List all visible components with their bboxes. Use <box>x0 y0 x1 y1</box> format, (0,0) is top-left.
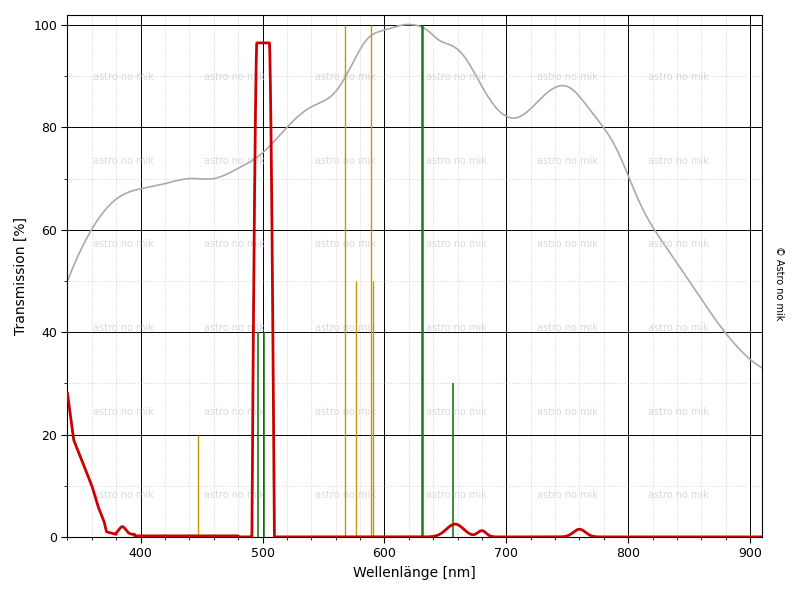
Text: astro no mik: astro no mik <box>93 490 153 500</box>
Text: astro no mik: astro no mik <box>315 240 376 250</box>
Text: astro no mik: astro no mik <box>204 490 264 500</box>
Text: astro no mik: astro no mik <box>426 490 487 500</box>
Text: astro no mik: astro no mik <box>204 73 264 83</box>
Text: astro no mik: astro no mik <box>93 407 153 417</box>
Text: astro no mik: astro no mik <box>649 156 709 166</box>
Text: astro no mik: astro no mik <box>538 73 598 83</box>
Text: astro no mik: astro no mik <box>315 490 376 500</box>
Text: astro no mik: astro no mik <box>538 156 598 166</box>
Text: astro no mik: astro no mik <box>649 240 709 250</box>
Text: astro no mik: astro no mik <box>538 490 598 500</box>
Text: astro no mik: astro no mik <box>93 73 153 83</box>
Text: astro no mik: astro no mik <box>649 323 709 333</box>
Text: astro no mik: astro no mik <box>315 407 376 417</box>
Text: © Astro no mik: © Astro no mik <box>774 246 784 320</box>
Text: astro no mik: astro no mik <box>538 240 598 250</box>
Text: astro no mik: astro no mik <box>649 407 709 417</box>
Text: astro no mik: astro no mik <box>204 323 264 333</box>
Text: astro no mik: astro no mik <box>426 73 487 83</box>
Text: astro no mik: astro no mik <box>93 156 153 166</box>
Y-axis label: Transmission [%]: Transmission [%] <box>13 217 28 335</box>
Text: astro no mik: astro no mik <box>315 323 376 333</box>
Text: astro no mik: astro no mik <box>538 407 598 417</box>
Text: astro no mik: astro no mik <box>426 323 487 333</box>
Text: astro no mik: astro no mik <box>204 407 264 417</box>
Text: astro no mik: astro no mik <box>649 73 709 83</box>
X-axis label: Wellenlänge [nm]: Wellenlänge [nm] <box>353 566 476 580</box>
Text: astro no mik: astro no mik <box>649 490 709 500</box>
Text: astro no mik: astro no mik <box>426 407 487 417</box>
Text: astro no mik: astro no mik <box>204 156 264 166</box>
Text: astro no mik: astro no mik <box>315 156 376 166</box>
Text: astro no mik: astro no mik <box>538 323 598 333</box>
Text: astro no mik: astro no mik <box>204 240 264 250</box>
Text: astro no mik: astro no mik <box>93 240 153 250</box>
Text: astro no mik: astro no mik <box>315 73 376 83</box>
Text: astro no mik: astro no mik <box>426 156 487 166</box>
Text: astro no mik: astro no mik <box>426 240 487 250</box>
Text: astro no mik: astro no mik <box>93 323 153 333</box>
